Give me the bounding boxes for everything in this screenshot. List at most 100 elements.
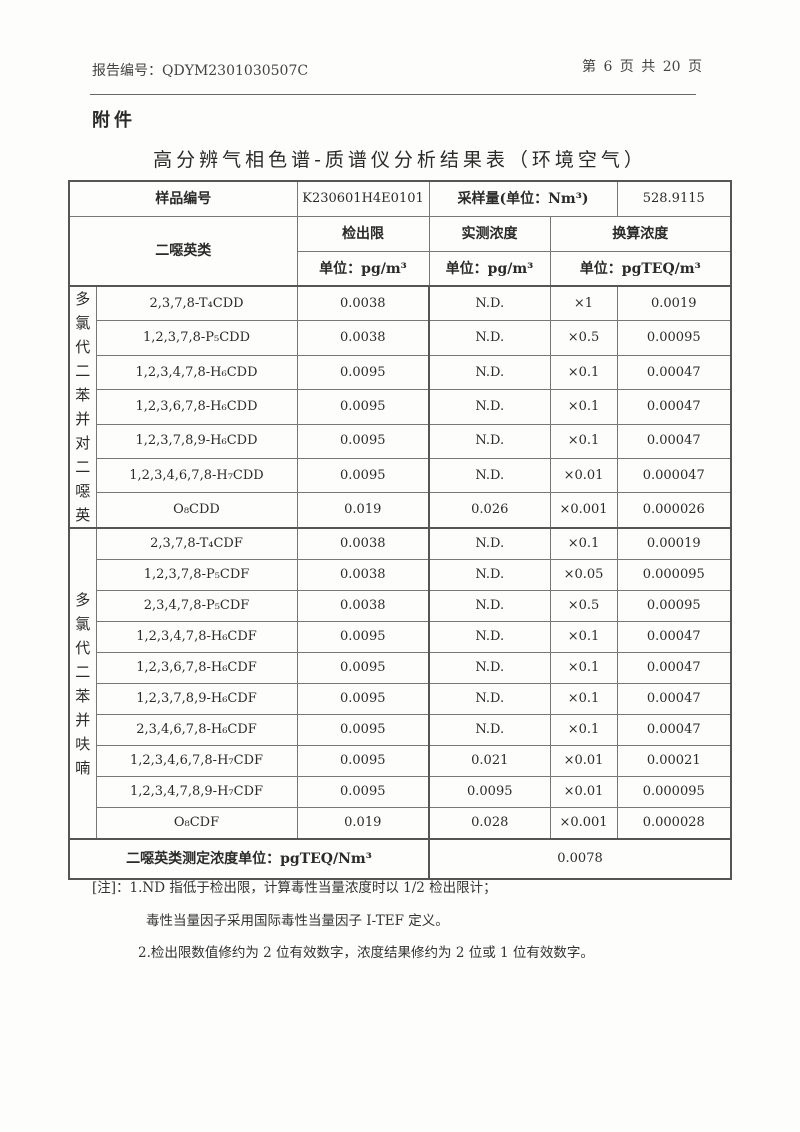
lod-value: 0.0095 bbox=[296, 714, 430, 746]
lod-value: 0.019 bbox=[296, 807, 430, 840]
table-row: 1,2,3,7,8-P₅CDF 0.0038 N.D. ×0.05 0.000095 bbox=[69, 559, 732, 591]
compound-name: 1,2,3,4,6,7,8-H₇CDF bbox=[95, 745, 298, 777]
compound-name: 1,2,3,6,7,8-H₆CDF bbox=[95, 652, 298, 684]
converted-unit: 单位：pgTEQ/m³ bbox=[549, 251, 732, 287]
report-number: 报告编号：QDYM2301030507C bbox=[92, 63, 309, 79]
measured-value: N.D. bbox=[428, 458, 551, 494]
tef-factor: ×0.5 bbox=[549, 590, 618, 622]
table-row: 1,2,3,4,7,8-H₆CDD 0.0095 N.D. ×0.1 0.00047 bbox=[69, 354, 732, 391]
volume-label: 采样量(单位：Nm³) bbox=[428, 180, 618, 217]
teq-value: 0.00047 bbox=[616, 652, 732, 684]
tef-factor: ×0.1 bbox=[549, 714, 618, 746]
lod-value: 0.0038 bbox=[296, 590, 430, 622]
lod-value: 0.0095 bbox=[296, 423, 430, 460]
category-label: 二噁英类 bbox=[68, 216, 298, 287]
measured-value: 0.0095 bbox=[428, 776, 551, 808]
tef-factor: ×0.1 bbox=[549, 423, 618, 460]
tef-factor: ×0.1 bbox=[549, 527, 618, 560]
tef-factor: ×0.1 bbox=[549, 621, 618, 653]
table-row: 1,2,3,7,8,9-H₆CDD 0.0095 N.D. ×0.1 0.00047 bbox=[69, 423, 732, 460]
measured-value: N.D. bbox=[428, 559, 551, 591]
compound-name: 1,2,3,4,6,7,8-H₇CDD bbox=[95, 458, 298, 494]
results-table: 样品编号 K230601H4E0101 采样量(单位：Nm³) 528.9115… bbox=[68, 180, 732, 880]
measured-value: N.D. bbox=[428, 590, 551, 622]
compound-name: 1,2,3,4,7,8-H₆CDF bbox=[95, 621, 298, 653]
teq-value: 0.00019 bbox=[616, 527, 732, 560]
converted-header: 换算浓度 bbox=[549, 216, 732, 252]
tef-factor: ×0.1 bbox=[549, 389, 618, 425]
measured-value: N.D. bbox=[428, 714, 551, 746]
compound-name: O₈CDD bbox=[95, 492, 298, 529]
compound-name: 2,3,7,8-T₄CDF bbox=[95, 527, 298, 560]
lod-value: 0.0038 bbox=[296, 527, 430, 560]
column-header-row: 二噁英类 检出限 实测浓度 换算浓度 bbox=[68, 216, 732, 287]
compound-name: 1,2,3,4,7,8-H₆CDD bbox=[95, 354, 298, 391]
sample-row: 样品编号 K230601H4E0101 采样量(单位：Nm³) 528.9115 bbox=[68, 180, 732, 217]
compound-name: 2,3,4,6,7,8-H₆CDF bbox=[95, 714, 298, 746]
measured-header: 实测浓度 bbox=[428, 216, 551, 252]
measured-value: N.D. bbox=[428, 652, 551, 684]
teq-value: 0.00047 bbox=[616, 423, 732, 460]
tef-factor: ×0.1 bbox=[549, 652, 618, 684]
total-value: 0.0078 bbox=[428, 838, 732, 880]
teq-value: 0.00047 bbox=[616, 621, 732, 653]
lod-header: 检出限 bbox=[296, 216, 430, 252]
table-row: 1,2,3,7,8,9-H₆CDF 0.0095 N.D. ×0.1 0.00047 bbox=[69, 683, 732, 715]
teq-value: 0.000095 bbox=[616, 559, 732, 591]
measured-value: N.D. bbox=[428, 423, 551, 460]
lod-value: 0.0095 bbox=[296, 458, 430, 494]
measured-value: N.D. bbox=[428, 683, 551, 715]
teq-value: 0.00047 bbox=[616, 714, 732, 746]
table-row: 1,2,3,4,7,8,9-H₇CDF 0.0095 0.0095 ×0.01 0.00… bbox=[69, 776, 732, 808]
teq-value: 0.00047 bbox=[616, 354, 732, 391]
unit-row: 单位：pg/m³ 单位：pg/m³ 单位：pgTEQ/m³ bbox=[69, 251, 732, 287]
lod-unit: 单位：pg/m³ bbox=[296, 251, 430, 287]
compound-name: 2,3,7,8-T₄CDD bbox=[95, 285, 298, 322]
sample-no-label: 样品编号 bbox=[68, 180, 298, 217]
group-label: 多氯代二苯并呋喃 bbox=[68, 527, 97, 840]
table-row: 1,2,3,6,7,8-H₆CDF 0.0095 N.D. ×0.1 0.00047 bbox=[69, 652, 732, 684]
lod-value: 0.0038 bbox=[296, 320, 430, 356]
tef-factor: ×1 bbox=[549, 285, 618, 322]
sample-no: K230601H4E0101 bbox=[296, 180, 430, 217]
note-2: 2.检出限数值修约为 2 位有效数字，浓度结果修约为 2 位或 1 位有效数字。 bbox=[138, 945, 594, 961]
teq-value: 0.000095 bbox=[616, 776, 732, 808]
compound-name: 1,2,3,4,7,8,9-H₇CDF bbox=[95, 776, 298, 808]
lod-value: 0.0095 bbox=[296, 776, 430, 808]
header-divider bbox=[90, 94, 696, 95]
measured-value: N.D. bbox=[428, 320, 551, 356]
tef-factor: ×0.01 bbox=[549, 458, 618, 494]
compound-name: 1,2,3,7,8-P₅CDD bbox=[95, 320, 298, 356]
tef-factor: ×0.001 bbox=[549, 807, 618, 840]
tef-factor: ×0.1 bbox=[549, 683, 618, 715]
tef-factor: ×0.1 bbox=[549, 354, 618, 391]
teq-value: 0.0019 bbox=[616, 285, 732, 322]
table-row: 1,2,3,4,6,7,8-H₇CDD 0.0095 N.D. ×0.01 0.0000… bbox=[69, 458, 732, 494]
teq-value: 0.00095 bbox=[616, 590, 732, 622]
table-row: 1,2,3,4,6,7,8-H₇CDF 0.0095 0.021 ×0.01 0.000… bbox=[69, 745, 732, 777]
teq-value: 0.000047 bbox=[616, 458, 732, 494]
lod-value: 0.0038 bbox=[296, 285, 430, 322]
tef-factor: ×0.05 bbox=[549, 559, 618, 591]
table-row: 2,3,4,6,7,8-H₆CDF 0.0095 N.D. ×0.1 0.00047 bbox=[69, 714, 732, 746]
compound-name: 2,3,4,7,8-P₅CDF bbox=[95, 590, 298, 622]
lod-value: 0.0095 bbox=[296, 621, 430, 653]
teq-value: 0.000026 bbox=[616, 492, 732, 529]
measured-value: N.D. bbox=[428, 354, 551, 391]
table-row: O₈CDD 0.019 0.026 ×0.001 0.000026 bbox=[69, 492, 732, 529]
lod-value: 0.0095 bbox=[296, 683, 430, 715]
compound-name: 1,2,3,7,8,9-H₆CDF bbox=[95, 683, 298, 715]
table-row: 1,2,3,6,7,8-H₆CDD 0.0095 N.D. ×0.1 0.00047 bbox=[69, 389, 732, 425]
teq-value: 0.000028 bbox=[616, 807, 732, 840]
lod-value: 0.019 bbox=[296, 492, 430, 529]
compound-name: 1,2,3,7,8,9-H₆CDD bbox=[95, 423, 298, 460]
lod-value: 0.0095 bbox=[296, 389, 430, 425]
tef-factor: ×0.01 bbox=[549, 745, 618, 777]
tef-factor: ×0.001 bbox=[549, 492, 618, 529]
group-name: 多氯代二苯并对二噁英 bbox=[75, 290, 91, 524]
page-number: 第 6 页 共 20 页 bbox=[582, 59, 702, 75]
page-title: 高分辨气相色谱-质谱仪分析结果表（环境空气） bbox=[153, 149, 647, 171]
measured-value: 0.021 bbox=[428, 745, 551, 777]
measured-value: 0.028 bbox=[428, 807, 551, 840]
compound-name: O₈CDF bbox=[95, 807, 298, 840]
